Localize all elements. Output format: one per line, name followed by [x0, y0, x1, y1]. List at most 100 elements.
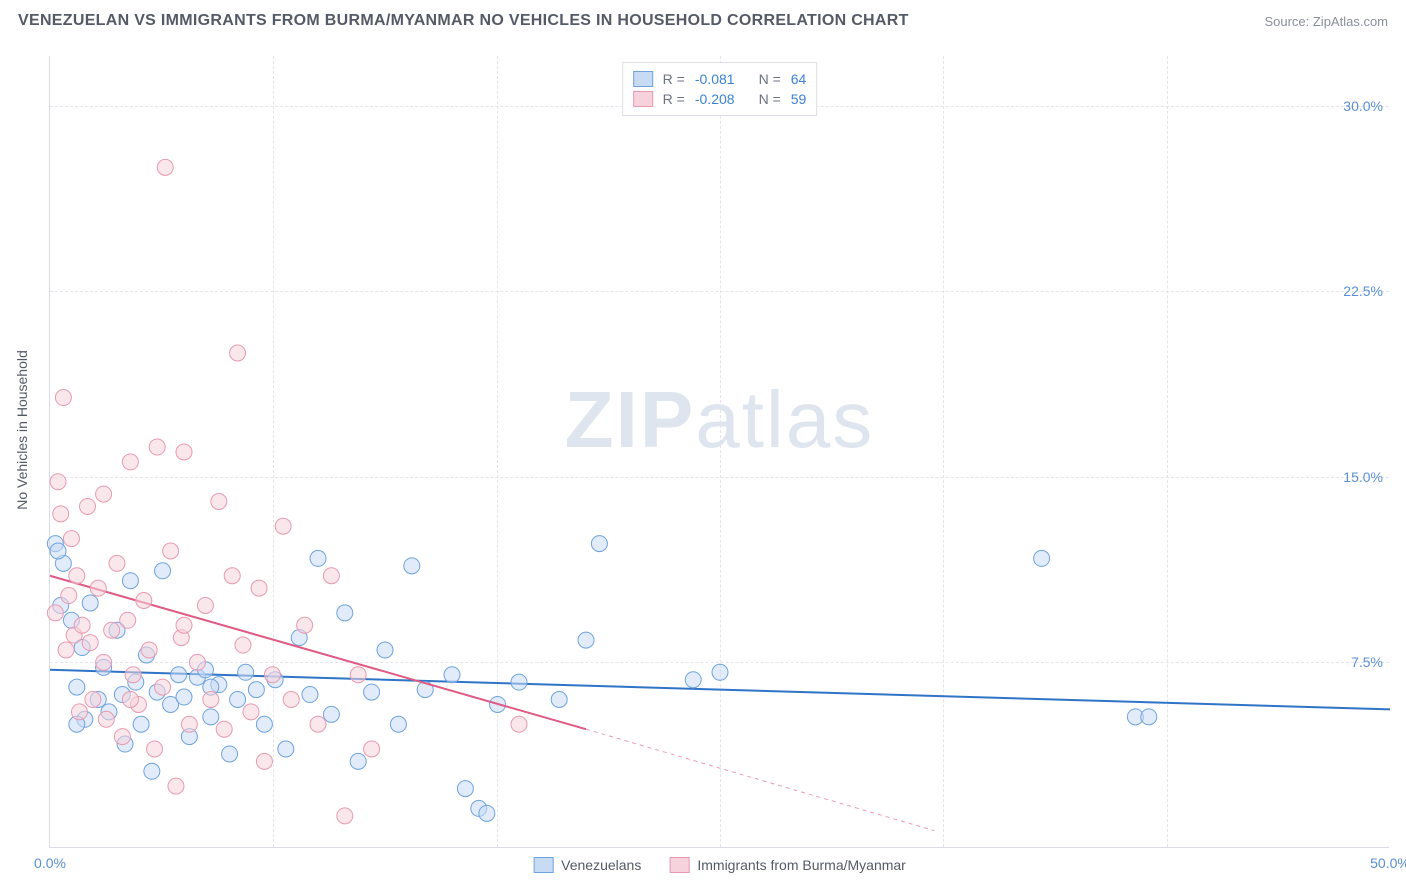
data-point: [390, 716, 406, 732]
data-point: [264, 667, 280, 683]
chart-title: VENEZUELAN VS IMMIGRANTS FROM BURMA/MYAN…: [18, 12, 909, 30]
data-point: [55, 390, 71, 406]
data-point: [275, 518, 291, 534]
data-point: [197, 597, 213, 613]
data-point: [136, 593, 152, 609]
chart-plot-area: ZIPatlas R =-0.081N =64R =-0.208N =59 Ve…: [49, 56, 1389, 848]
data-point: [222, 746, 238, 762]
data-point: [82, 595, 98, 611]
data-point: [230, 692, 246, 708]
data-point: [211, 494, 227, 510]
data-point: [69, 568, 85, 584]
data-point: [163, 543, 179, 559]
data-point: [109, 555, 125, 571]
r-value: -0.081: [695, 71, 735, 87]
data-point: [104, 622, 120, 638]
data-point: [297, 617, 313, 633]
chart-header: VENEZUELAN VS IMMIGRANTS FROM BURMA/MYAN…: [0, 0, 1406, 38]
legend-swatch: [533, 857, 553, 873]
data-point: [248, 682, 264, 698]
data-point: [122, 454, 138, 470]
data-point: [155, 563, 171, 579]
data-point: [50, 474, 66, 490]
data-point: [712, 664, 728, 680]
data-point: [256, 753, 272, 769]
data-point: [350, 753, 366, 769]
data-point: [251, 580, 267, 596]
data-point: [256, 716, 272, 732]
data-point: [551, 692, 567, 708]
legend-swatch: [633, 71, 653, 87]
r-label: R =: [663, 91, 685, 107]
data-point: [50, 543, 66, 559]
data-point: [203, 709, 219, 725]
data-point: [147, 741, 163, 757]
data-point: [1034, 550, 1050, 566]
legend-row: R =-0.081N =64: [633, 69, 807, 89]
data-point: [69, 679, 85, 695]
data-point: [1141, 709, 1157, 725]
legend-row: R = -0.208 N = 59: [633, 89, 807, 109]
data-point: [310, 716, 326, 732]
data-point: [323, 568, 339, 584]
data-point: [155, 679, 171, 695]
data-point: [235, 637, 251, 653]
data-point: [157, 159, 173, 175]
data-point: [141, 642, 157, 658]
data-point: [283, 692, 299, 708]
data-point: [122, 692, 138, 708]
data-point: [350, 667, 366, 683]
legend-item: Venezuelans: [533, 857, 641, 873]
data-point: [404, 558, 420, 574]
data-point: [98, 711, 114, 727]
data-point: [96, 654, 112, 670]
data-point: [176, 689, 192, 705]
data-point: [337, 605, 353, 621]
chart-source: Source: ZipAtlas.com: [1264, 14, 1388, 29]
data-point: [243, 704, 259, 720]
r-label: R =: [663, 71, 685, 87]
trend-line-extrapolated: [586, 729, 934, 830]
data-point: [96, 486, 112, 502]
data-point: [144, 763, 160, 779]
data-point: [181, 716, 197, 732]
data-point: [82, 635, 98, 651]
data-point: [364, 741, 380, 757]
data-point: [176, 444, 192, 460]
legend-label: Venezuelans: [561, 857, 641, 873]
legend-label: Immigrants from Burma/Myanmar: [697, 857, 905, 873]
data-point: [90, 580, 106, 596]
data-point: [74, 617, 90, 633]
data-point: [224, 568, 240, 584]
data-point: [337, 808, 353, 824]
data-point: [61, 588, 77, 604]
data-point: [444, 667, 460, 683]
data-point: [578, 632, 594, 648]
data-point: [203, 692, 219, 708]
data-point: [176, 617, 192, 633]
scatter-svg: [50, 56, 1389, 847]
r-value: -0.208: [695, 91, 735, 107]
data-point: [685, 672, 701, 688]
data-point: [278, 741, 294, 757]
n-label: N =: [759, 91, 781, 107]
data-point: [122, 573, 138, 589]
data-point: [63, 531, 79, 547]
data-point: [58, 642, 74, 658]
data-point: [479, 805, 495, 821]
data-point: [323, 706, 339, 722]
data-point: [511, 716, 527, 732]
x-tick-label: 50.0%: [1370, 855, 1406, 871]
data-point: [511, 674, 527, 690]
n-label: N =: [759, 71, 781, 87]
data-point: [216, 721, 232, 737]
data-point: [149, 439, 165, 455]
data-point: [80, 498, 96, 514]
data-point: [71, 704, 87, 720]
data-point: [47, 605, 63, 621]
x-tick-label: 0.0%: [34, 855, 66, 871]
data-point: [238, 664, 254, 680]
data-point: [85, 692, 101, 708]
n-value: 59: [791, 91, 807, 107]
series-legend: Venezuelans Immigrants from Burma/Myanmar: [533, 857, 906, 873]
